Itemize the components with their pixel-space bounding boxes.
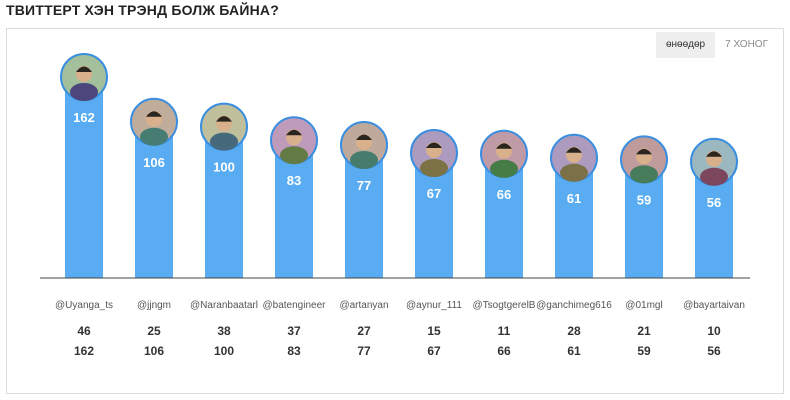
- stat-count: 10: [707, 324, 721, 338]
- username-label: @TsogtgerelB: [473, 300, 536, 311]
- bar-value-label: 61: [567, 191, 581, 206]
- avatar-hair: [496, 143, 512, 149]
- stat-total: 66: [497, 344, 511, 358]
- username-label: @01mgl: [625, 300, 662, 311]
- avatar-shoulders: [630, 165, 658, 184]
- bar-value-label: 100: [213, 160, 235, 175]
- username-label: @Naranbaatarl: [190, 300, 258, 311]
- bar: [65, 77, 103, 278]
- stat-count: 15: [427, 324, 441, 338]
- username-label: @artanyan: [339, 300, 388, 311]
- stat-count: 11: [498, 324, 511, 338]
- bar: [135, 121, 173, 278]
- period-tabs: өнөөдөр 7 ХОНОГ: [655, 32, 778, 58]
- stat-total: 162: [74, 344, 94, 358]
- stat-total: 59: [637, 344, 651, 358]
- stat-total: 67: [427, 344, 441, 358]
- username-label: @Uyanga_ts: [55, 300, 113, 311]
- avatar-shoulders: [420, 159, 448, 177]
- tab-week[interactable]: 7 ХОНОГ: [725, 39, 768, 50]
- bar-value-label: 106: [143, 155, 165, 170]
- stat-count: 25: [147, 324, 161, 338]
- stat-total: 83: [287, 344, 301, 358]
- avatar-shoulders: [350, 151, 378, 169]
- stat-count: 27: [357, 324, 371, 338]
- avatar-hair: [566, 147, 582, 153]
- avatar-hair: [426, 142, 442, 148]
- stat-total: 77: [357, 344, 371, 358]
- avatar-shoulders: [490, 159, 518, 178]
- bar: [205, 126, 243, 278]
- avatar-hair: [76, 66, 92, 72]
- username-label: @aynur_111: [406, 300, 462, 311]
- avatar-hair: [706, 151, 722, 157]
- page-title: ТВИТТЕРТ ХЭН ТРЭНД БОЛЖ БАЙНА?: [6, 2, 279, 18]
- stat-total: 61: [567, 344, 581, 358]
- avatar-hair: [356, 134, 372, 140]
- avatar-shoulders: [700, 167, 728, 186]
- stat-count: 46: [77, 324, 91, 338]
- bar-value-label: 66: [497, 187, 511, 202]
- avatar-shoulders: [70, 83, 98, 101]
- avatar-shoulders: [280, 146, 308, 165]
- stat-total: 56: [707, 344, 721, 358]
- stat-count: 38: [217, 324, 231, 338]
- username-label: @jjngm: [137, 300, 171, 311]
- username-label: @ganchimeg616: [536, 300, 612, 311]
- avatar-hair: [216, 116, 232, 122]
- stat-total: 100: [214, 344, 234, 358]
- tab-today[interactable]: өнөөдөр: [655, 32, 716, 58]
- bar-value-label: 77: [357, 178, 371, 193]
- username-label: @bayartaivan: [683, 300, 745, 311]
- bar-value-label: 67: [427, 186, 441, 201]
- stat-count: 28: [567, 324, 581, 338]
- avatar-shoulders: [140, 127, 168, 146]
- bar-value-label: 162: [73, 110, 95, 125]
- avatar-hair: [146, 111, 162, 117]
- username-label: @batengineer: [263, 300, 327, 311]
- avatar-hair: [286, 129, 302, 136]
- stat-count: 37: [287, 324, 301, 338]
- bar-value-label: 56: [707, 195, 721, 210]
- bar-value-label: 59: [637, 192, 651, 207]
- avatar-hair: [636, 148, 652, 155]
- avatar-shoulders: [560, 163, 588, 182]
- avatar-shoulders: [210, 132, 238, 151]
- stat-total: 106: [144, 344, 164, 358]
- stat-count: 21: [637, 324, 651, 338]
- bar-value-label: 83: [287, 173, 301, 188]
